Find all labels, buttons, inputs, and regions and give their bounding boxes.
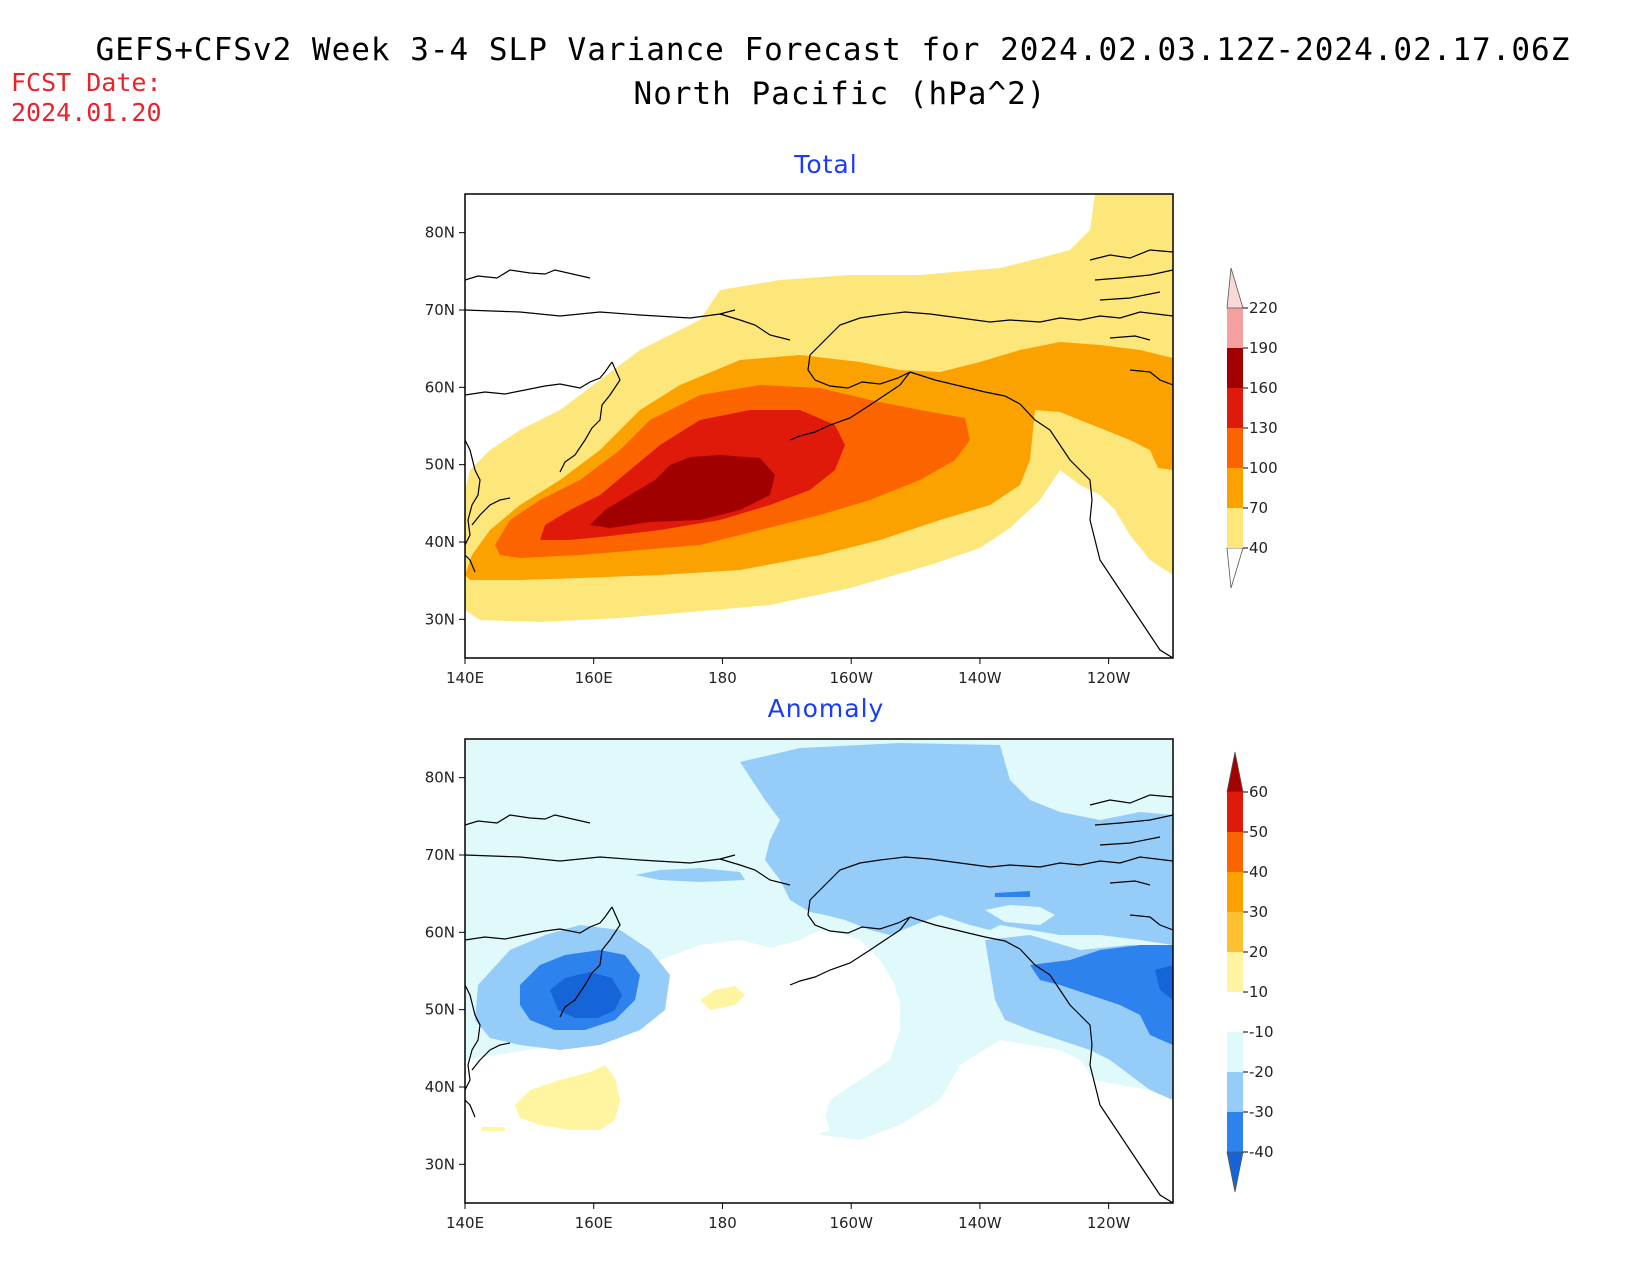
lat-tick-label: 30N — [425, 610, 455, 628]
colorbar-swatch — [1227, 832, 1243, 872]
lon-tick-label: 180 — [708, 1214, 737, 1232]
colorbar-label: 60 — [1249, 783, 1268, 801]
lat-tick-label: 70N — [425, 301, 455, 319]
colorbar-swatch — [1227, 348, 1243, 388]
lon-tick-label: 140E — [446, 1214, 484, 1232]
lon-tick-label: 160E — [575, 1214, 613, 1232]
colorbar-label: 100 — [1249, 459, 1278, 477]
colorbar-label: 70 — [1249, 499, 1268, 517]
colorbar-label: -40 — [1249, 1143, 1274, 1161]
colorbar-label: -10 — [1249, 1023, 1274, 1041]
colorbar-swatch — [1227, 468, 1243, 508]
colorbar-swatch — [1227, 792, 1243, 832]
panel-title-anomaly: Anomaly — [767, 694, 885, 723]
colorbar-swatch — [1227, 912, 1243, 952]
anomaly-contour-neg40-west — [550, 972, 622, 1018]
anomaly-map — [465, 739, 1173, 1203]
colorbar-swatch — [1227, 388, 1243, 428]
lat-tick-label: 40N — [425, 1078, 455, 1096]
lon-tick-label: 160W — [829, 669, 873, 687]
anomaly-contour-neg30-east — [1030, 945, 1173, 1045]
lat-tick-label: 80N — [425, 769, 455, 787]
colorbar-swatch — [1227, 428, 1243, 468]
anomaly-contour-pos10-a — [515, 1065, 620, 1130]
anomaly-contour-pos10-b — [700, 986, 745, 1010]
colorbar-label: 40 — [1249, 863, 1268, 881]
colorbar-swatch — [1227, 992, 1243, 1032]
total-map-frame — [464, 193, 1174, 659]
lon-tick-label: 120W — [1087, 1214, 1131, 1232]
colorbar-label: 30 — [1249, 903, 1268, 921]
main-subtitle: North Pacific (hPa^2) — [633, 76, 1047, 112]
lon-tick-label: 140W — [958, 1214, 1002, 1232]
lat-tick-label: 40N — [425, 533, 455, 551]
colorbar-swatch — [1226, 1151, 1244, 1193]
colorbar-swatch — [1226, 267, 1244, 309]
colorbar-label: 20 — [1249, 943, 1268, 961]
lat-tick-label: 30N — [425, 1155, 455, 1173]
colorbar-label: 130 — [1249, 419, 1278, 437]
fcst-date-label: FCST Date: — [11, 68, 162, 97]
lat-tick-label: 60N — [425, 378, 455, 396]
anomaly-colorbar: 60 50 40 30 20 10 -10 -20 -30 -40 — [1226, 751, 1274, 1193]
colorbar-swatch — [1227, 1032, 1243, 1072]
colorbar-label: 40 — [1249, 539, 1268, 557]
total-colorbar: 40 70 100 130 160 190 220 — [1226, 267, 1278, 589]
lat-tick-label: 50N — [425, 1001, 455, 1019]
lon-tick-label: 160W — [829, 1214, 873, 1232]
colorbar-label: 190 — [1249, 339, 1278, 357]
lat-tick-label: 70N — [425, 846, 455, 864]
colorbar-label: 220 — [1249, 299, 1278, 317]
total-map — [465, 194, 1173, 658]
fcst-date-value: 2024.01.20 — [11, 98, 162, 127]
colorbar-swatch — [1227, 872, 1243, 912]
colorbar-swatch — [1226, 751, 1244, 793]
colorbar-label: 160 — [1249, 379, 1278, 397]
lon-tick-label: 120W — [1087, 669, 1131, 687]
colorbar-label: -30 — [1249, 1103, 1274, 1121]
colorbar-swatch — [1227, 508, 1243, 548]
panel-title-total: Total — [794, 150, 858, 179]
lon-tick-label: 140E — [446, 669, 484, 687]
colorbar-swatch — [1227, 1112, 1243, 1152]
map-axes: 140E 160E 180 160W 140W 120W 80N 70N 60N 50N 40N 30… — [425, 224, 1131, 1232]
lat-tick-label: 80N — [425, 224, 455, 242]
colorbar-swatch — [1227, 308, 1243, 348]
colorbar-label: 10 — [1249, 983, 1268, 1001]
colorbar-label: -20 — [1249, 1063, 1274, 1081]
main-title: GEFS+CFSv2 Week 3-4 SLP Variance Forecas… — [95, 32, 1571, 68]
anomaly-map-frame — [464, 738, 1174, 1204]
lon-tick-label: 180 — [708, 669, 737, 687]
lat-tick-label: 60N — [425, 923, 455, 941]
colorbar-swatch — [1227, 1072, 1243, 1112]
lon-tick-label: 160E — [575, 669, 613, 687]
colorbar-label: 50 — [1249, 823, 1268, 841]
anomaly-contour-neg20-north — [740, 743, 1173, 945]
total-contour-160 — [590, 455, 775, 528]
lon-tick-label: 140W — [958, 669, 1002, 687]
colorbar-swatch — [1227, 952, 1243, 992]
lat-tick-label: 50N — [425, 456, 455, 474]
colorbar-swatch — [1226, 547, 1244, 589]
